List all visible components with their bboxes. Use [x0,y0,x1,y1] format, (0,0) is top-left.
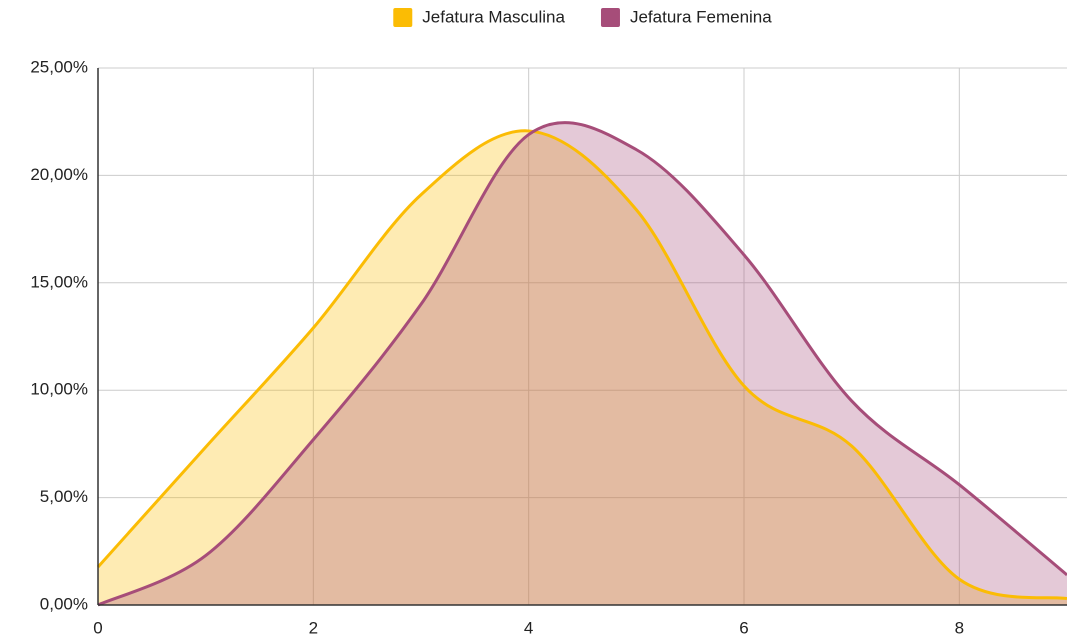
line [96,129,1067,601]
area [98,122,1067,606]
legend-swatch [393,8,413,27]
legend-swatch [600,8,620,27]
x-tick-label: 2 [309,618,318,637]
x-tick-label: 4 [524,618,533,637]
line [97,121,1067,607]
y-tick-label: 0,00% [40,594,88,613]
y-tick-label: 5,00% [40,487,88,506]
legend: Jefatura Masculina Jefatura Femenina [393,7,772,27]
area [98,130,1067,606]
y-tick-label: 15,00% [30,272,88,291]
x-tick-label: 8 [955,618,964,637]
legend-label: Jefatura Masculina [422,7,565,26]
x-tick-label: 6 [739,618,748,637]
x-tick-label: 0 [93,618,102,637]
y-tick-label: 20,00% [30,165,88,184]
legend-label: Jefatura Femenina [630,7,772,26]
y-tick-label: 10,00% [30,380,88,399]
y-tick-label: 25,00% [30,57,88,76]
